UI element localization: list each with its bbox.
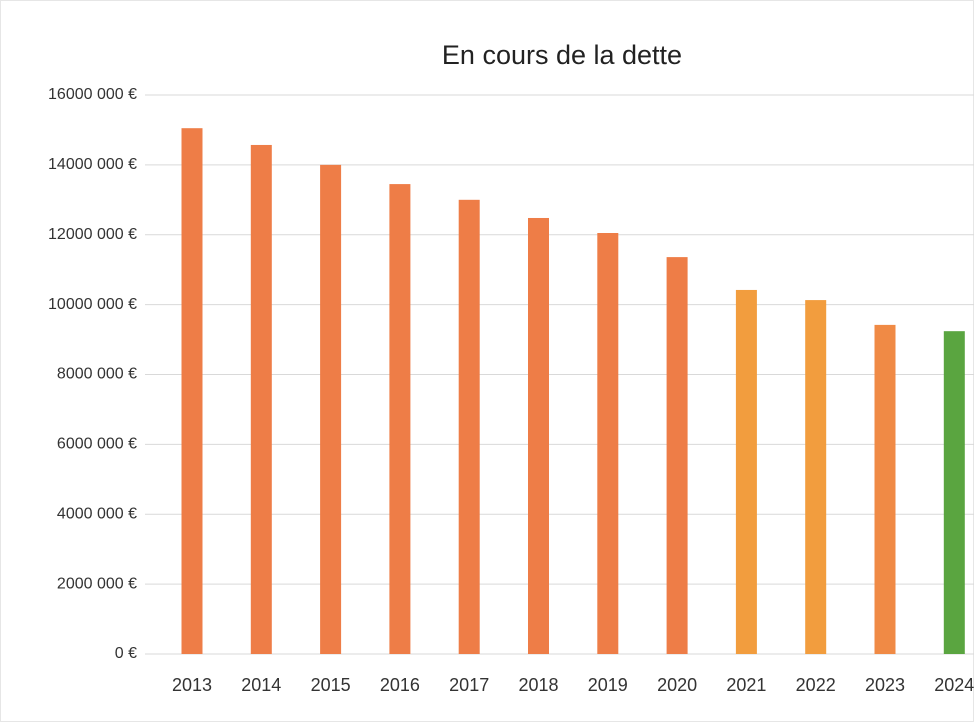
y-tick-label: 16000 000 €	[48, 86, 137, 103]
bar	[458, 199, 480, 654]
bar	[735, 289, 757, 654]
bar	[320, 164, 342, 654]
bar	[250, 144, 272, 654]
y-tick-label: 10000 000 €	[48, 296, 137, 313]
bar	[805, 300, 827, 654]
y-tick-label: 14000 000 €	[48, 156, 137, 173]
bar	[943, 331, 965, 654]
y-tick-label: 6000 000 €	[57, 436, 137, 453]
bar	[597, 233, 619, 655]
x-tick-label: 2013	[172, 675, 212, 695]
x-tick-label: 2022	[796, 675, 836, 695]
x-tick-label: 2014	[241, 675, 281, 695]
x-tick-label: 2020	[657, 675, 697, 695]
x-tick-label: 2018	[518, 675, 558, 695]
x-tick-label: 2019	[588, 675, 628, 695]
x-tick-label: 2016	[380, 675, 420, 695]
x-tick-label: 2021	[726, 675, 766, 695]
bar	[666, 257, 688, 654]
bar	[874, 324, 896, 654]
bar	[528, 217, 549, 655]
y-tick-label: 0 €	[115, 645, 137, 662]
x-tick-label: 2017	[449, 675, 489, 695]
y-tick-label: 4000 000 €	[57, 505, 137, 522]
x-tick-label: 2023	[865, 675, 905, 695]
x-tick-label: 2024	[934, 675, 974, 695]
x-tick-label: 2015	[311, 675, 351, 695]
chart-title: En cours de la dette	[442, 40, 682, 70]
bar	[181, 128, 203, 655]
y-tick-label: 12000 000 €	[48, 226, 137, 243]
bar	[389, 184, 411, 654]
y-tick-label: 2000 000 €	[57, 575, 137, 592]
y-tick-label: 8000 000 €	[57, 366, 137, 383]
